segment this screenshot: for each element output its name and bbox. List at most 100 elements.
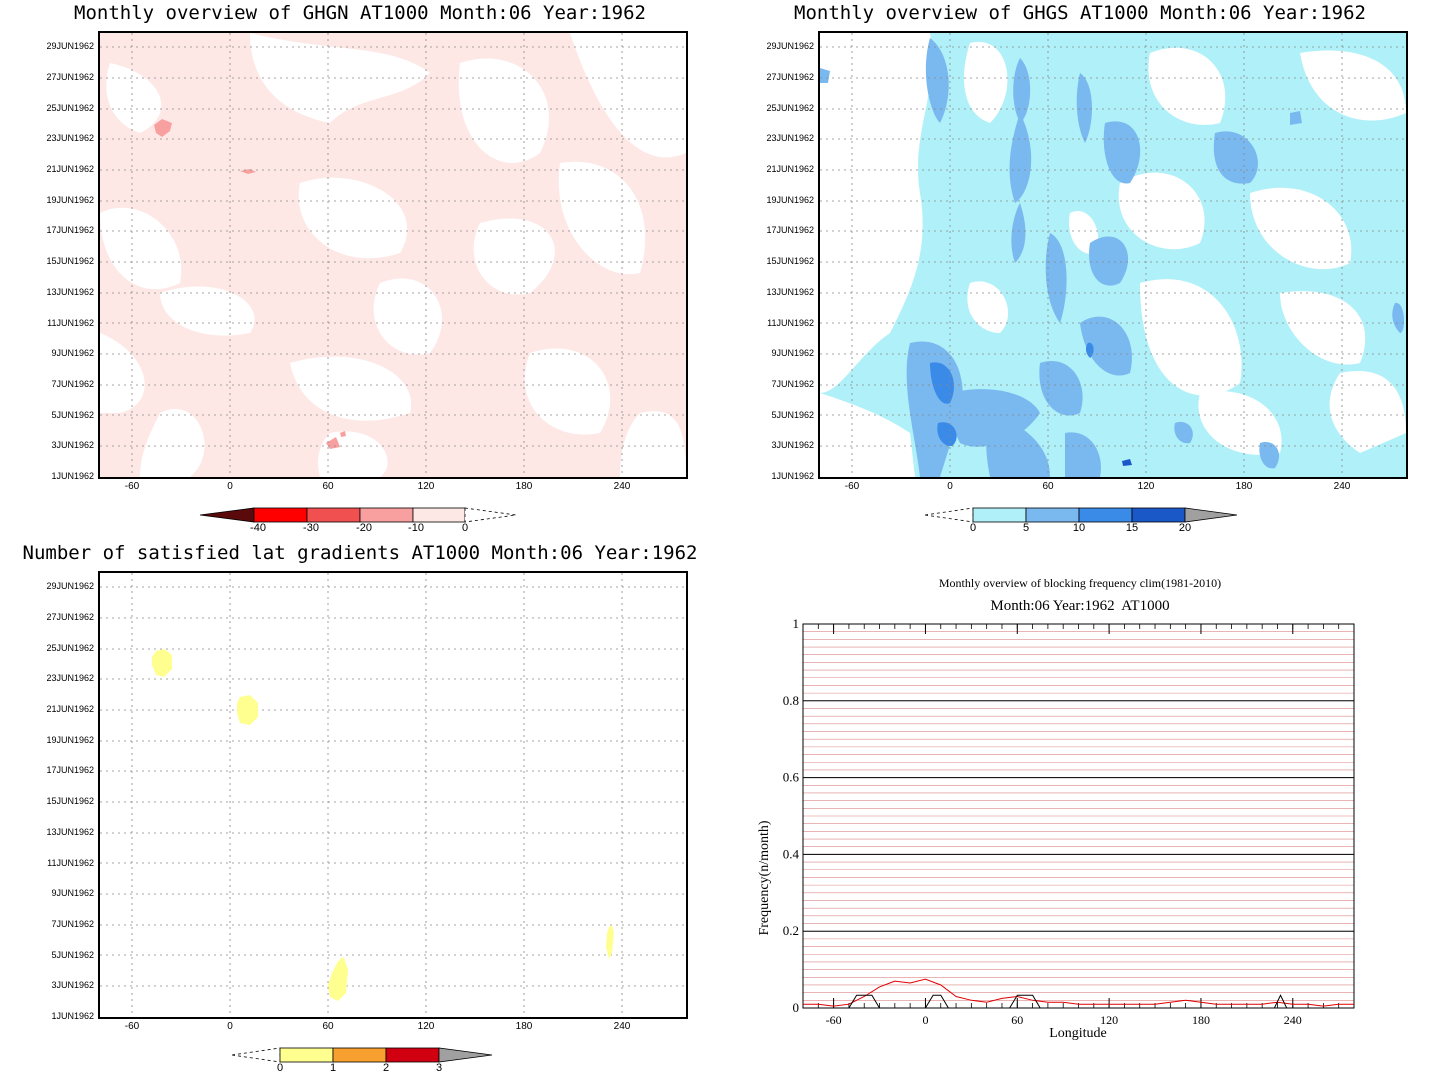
ghgs-region-white-9: [1280, 291, 1366, 365]
ghgn-colorbar: [199, 507, 517, 523]
date-tick-label: 23JUN1962: [46, 133, 94, 144]
date-tick-label: 27JUN1962: [46, 71, 94, 82]
x-tick-label: -60: [826, 1013, 842, 1027]
ghgs-region-5to10-19: [820, 68, 830, 83]
date-tick-label: 7JUN1962: [51, 918, 94, 929]
lat-cbar-label-3: 2: [382, 1062, 390, 1074]
y-tick-label: 0.6: [783, 770, 800, 785]
lat-cbar-seg-3: [385, 1047, 440, 1063]
ghgs-region-5to10-6: [1076, 73, 1092, 143]
x-tick-label: 120: [1100, 1013, 1118, 1027]
ghgs-region-5to10-3: [1009, 113, 1032, 203]
ghgn-region-white-12: [140, 408, 205, 477]
ghgs-panel: Monthly overview of GHGS AT1000 Month:06…: [720, 0, 1440, 545]
block-xlabel: Longitude: [1049, 1026, 1107, 1041]
ghgs-region-white-12: [967, 281, 1009, 333]
ghgn-cbar-seg-3: [359, 507, 414, 523]
longitude-tick-label: 240: [613, 1021, 631, 1032]
longitude-tick-label: -60: [844, 481, 860, 492]
longitude-tick-label: 0: [947, 481, 953, 492]
date-tick-label: 15JUN1962: [46, 796, 94, 807]
lat-cbar-seg-2: [332, 1047, 387, 1063]
ghgs-region-5to10-5: [1045, 233, 1067, 323]
date-tick-label: 11JUN1962: [47, 857, 94, 868]
ghgs-plot-area: [818, 31, 1408, 479]
ghgn-grid: [100, 33, 686, 477]
date-tick-label: 7JUN1962: [51, 378, 94, 389]
date-tick-label: 13JUN1962: [766, 286, 814, 297]
date-tick-label: 11JUN1962: [47, 317, 94, 328]
date-tick-label: 27JUN1962: [46, 611, 94, 622]
date-tick-label: 5JUN1962: [51, 949, 94, 960]
longitude-tick-label: 60: [322, 1021, 334, 1032]
ghgn-region-white-6: [298, 177, 408, 259]
x-tick-label: 180: [1192, 1013, 1210, 1027]
ghgs-region-5to10-7: [1103, 121, 1141, 184]
ghgs-cbar-arrow-left: [924, 507, 974, 523]
date-tick-label: 17JUN1962: [46, 765, 94, 776]
ghgn-region-white-8: [373, 278, 442, 355]
ghgs-region-white-6: [1118, 172, 1205, 250]
date-tick-label: 11JUN1962: [767, 317, 814, 328]
ghgs-region-15to20-1: [1122, 459, 1132, 466]
ghgs-region-5to10-1: [925, 38, 949, 123]
ghgn-region-white-13: [290, 356, 412, 421]
ghgs-region-white-4: [1148, 47, 1226, 125]
ghgs-region-5to10-16: [1259, 442, 1280, 469]
lat-colorbar: [231, 1047, 493, 1063]
ghgn-cbar-arrow-right: [464, 507, 517, 523]
date-tick-label: 29JUN1962: [766, 41, 814, 52]
ghgs-cbar-label-4: 15: [1125, 522, 1139, 534]
longitude-tick-label: 120: [417, 1021, 435, 1032]
lat-event-4: [340, 957, 348, 983]
date-tick-label: 5JUN1962: [771, 409, 814, 420]
y-tick-label: 0.8: [783, 693, 799, 708]
block-title: Monthly overview of blocking frequency c…: [938, 576, 1222, 590]
date-tick-label: 1JUN1962: [51, 1011, 94, 1021]
date-tick-label: 15JUN1962: [46, 256, 94, 267]
ghgn-region-white-14: [524, 348, 611, 435]
ghgs-region-10to15-1: [930, 362, 954, 404]
ghgn-region-white-5: [106, 63, 162, 133]
ghgs-cbar-seg-3: [1078, 507, 1133, 523]
lat-cbar-label-2: 1: [329, 1062, 337, 1074]
ghgs-region-5to10-17: [1174, 421, 1193, 444]
ghgn-region-white-7: [160, 286, 255, 336]
longitude-tick-label: 240: [613, 481, 631, 492]
date-tick-label: 23JUN1962: [766, 133, 814, 144]
lat-cbar-arrow-right: [438, 1047, 493, 1063]
lat-cbar-seg-1: [279, 1047, 334, 1063]
ghgn-region-white-10: [558, 161, 646, 275]
ghgn-cbar-label-2: -30: [303, 522, 319, 534]
ghgn-cbar-label-4: -10: [408, 522, 424, 534]
longitude-tick-label: 120: [417, 481, 435, 492]
longitude-tick-label: 0: [227, 1021, 233, 1032]
x-tick-label: 0: [922, 1013, 928, 1027]
longitude-tick-label: 60: [322, 481, 334, 492]
ghgs-cbar-label-2: 5: [1022, 522, 1030, 534]
date-tick-label: 13JUN1962: [46, 286, 94, 297]
date-tick-label: 3JUN1962: [51, 980, 94, 991]
date-tick-label: 21JUN1962: [46, 164, 94, 174]
ghgs-cbar-label-1: 0: [969, 522, 977, 534]
y-tick-label: 1: [793, 616, 800, 631]
ghgs-title: Monthly overview of GHGS AT1000 Month:06…: [794, 2, 1366, 24]
ghgs-cbar-arrow-right: [1184, 507, 1238, 523]
longitude-tick-label: 180: [515, 481, 533, 492]
ghgs-region-5to10-15: [1065, 432, 1101, 477]
x-tick-label: 240: [1284, 1013, 1302, 1027]
ghgn-cbar-arrow-left: [199, 507, 255, 523]
ghgs-region-white-5: [1300, 50, 1406, 121]
y-tick-label: 0.2: [783, 923, 799, 938]
date-tick-label: 21JUN1962: [46, 704, 94, 714]
lat-event-2: [237, 695, 258, 725]
ghgn-region-white-9: [473, 218, 555, 295]
y-tick-label: 0: [793, 1000, 800, 1015]
longitude-tick-label: 120: [1137, 481, 1155, 492]
ghgs-region-5to10-20: [1290, 111, 1302, 125]
lat-title: Number of satisfied lat gradients AT1000…: [22, 542, 698, 564]
ghgs-cbar-seg-1: [972, 507, 1027, 523]
series-line-red: [803, 978, 1354, 1007]
block-panel: Monthly overview of blocking frequency c…: [720, 560, 1440, 1091]
ghgs-region-5to10-9: [1213, 131, 1258, 184]
